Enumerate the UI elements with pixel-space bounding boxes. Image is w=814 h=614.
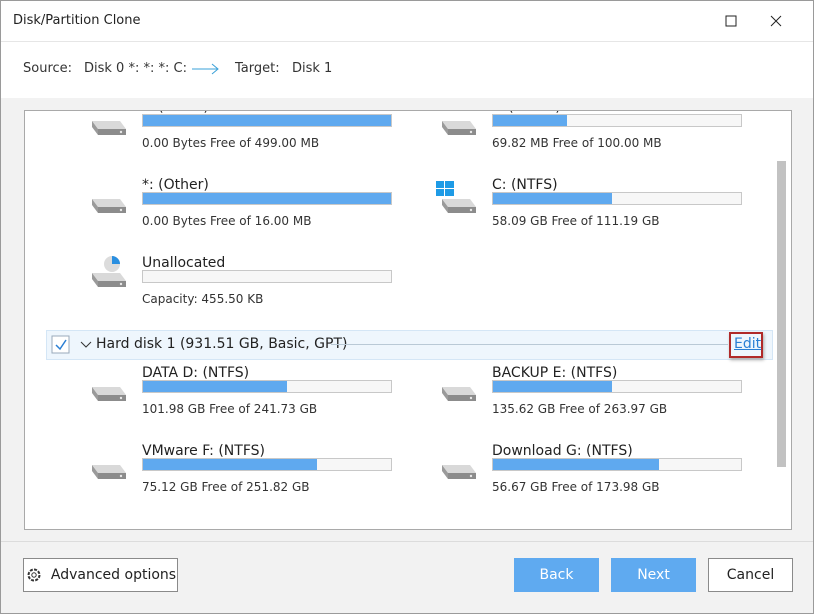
checkbox[interactable]: [51, 335, 70, 354]
partition-info: 56.67 GB Free of 173.98 GB: [492, 480, 660, 494]
disk-label: Hard disk 1 (931.51 GB, Basic, GPT): [96, 336, 348, 352]
partition-info: Capacity: 455.50 KB: [142, 292, 264, 306]
partition-name: Unallocated: [142, 255, 226, 271]
partition-info: 101.98 GB Free of 241.73 GB: [142, 402, 318, 416]
usage-bar: [142, 458, 392, 471]
usage-fill: [493, 381, 613, 392]
edit-link[interactable]: Edit: [734, 336, 762, 352]
usage-fill: [493, 459, 660, 470]
partition-info: 135.62 GB Free of 263.97 GB: [492, 402, 668, 416]
drive-icon: [86, 181, 130, 225]
unalloc-icon: [86, 255, 130, 299]
usage-bar: [142, 270, 392, 283]
usage-bar: [142, 192, 392, 205]
advanced-text: Advanced options: [50, 567, 177, 583]
usage-fill: [143, 459, 317, 470]
close-icon[interactable]: [770, 15, 782, 27]
drive-icon: [436, 369, 480, 413]
usage-bar: [142, 380, 392, 393]
next-button[interactable]: Next: [611, 558, 696, 592]
partition-name: DATA D: (NTFS): [142, 365, 250, 381]
advanced-button[interactable]: Advanced options: [23, 558, 178, 592]
windows-icon: [436, 181, 480, 225]
partition-info: 75.12 GB Free of 251.82 GB: [142, 480, 310, 494]
window-title: Disk/Partition Clone: [13, 13, 141, 28]
cancel-button[interactable]: Cancel: [708, 558, 793, 592]
partition-panel: Hard disk 1 (931.51 GB, Basic, GPT) Edit…: [24, 110, 792, 530]
divider: [1, 41, 813, 42]
window-controls[interactable]: [721, 11, 801, 31]
disk-header[interactable]: [46, 330, 773, 360]
drive-icon: [436, 447, 480, 491]
partition-name: BACKUP E: (NTFS): [492, 365, 618, 381]
disk-line: [331, 344, 728, 345]
target: Disk 1: [292, 61, 333, 76]
partition-name: *: (Other): [142, 177, 209, 193]
divider: [1, 541, 813, 542]
scrollbar-thumb[interactable]: [777, 161, 786, 467]
usage-bar: [492, 192, 742, 205]
usage-fill: [143, 193, 391, 204]
usage-bar: [142, 114, 392, 127]
partition-name: C: (NTFS): [492, 177, 558, 193]
edit-highlight: [729, 332, 763, 358]
drive-icon: [86, 447, 130, 491]
header: Disk/Partition Clone Source: Disk 0 *: *…: [1, 1, 813, 98]
drive-icon: [436, 111, 480, 147]
partition-info: 0.00 Bytes Free of 16.00 MB: [142, 214, 312, 228]
target-label: Target:: [235, 61, 280, 76]
usage-bar: [492, 380, 742, 393]
usage-bar: [492, 114, 742, 127]
usage-fill: [143, 115, 391, 126]
partition-name: *: (Other): [142, 111, 209, 115]
arrow: [192, 63, 219, 75]
partition-info: 69.82 MB Free of 100.00 MB: [492, 136, 662, 150]
usage-fill: [493, 193, 613, 204]
maximize-icon[interactable]: [725, 15, 737, 27]
back-button[interactable]: Back: [514, 558, 599, 592]
source: Disk 0 *: *: *: C:: [84, 61, 187, 76]
usage-fill: [493, 115, 568, 126]
partition-name: Download G: (NTFS): [492, 443, 633, 459]
drive-icon: [86, 111, 130, 147]
partition-info: 0.00 Bytes Free of 499.00 MB: [142, 136, 320, 150]
source-label: Source:: [23, 61, 73, 76]
drive-icon: [86, 369, 130, 413]
partition-info: 58.09 GB Free of 111.19 GB: [492, 214, 660, 228]
gear-icon: [27, 568, 41, 582]
usage-fill: [143, 381, 287, 392]
partition-name: *: (FAT32): [492, 111, 561, 115]
usage-bar: [492, 458, 742, 471]
disk-toggle[interactable]: [51, 335, 101, 355]
partition-name: VMware F: (NTFS): [142, 443, 265, 459]
